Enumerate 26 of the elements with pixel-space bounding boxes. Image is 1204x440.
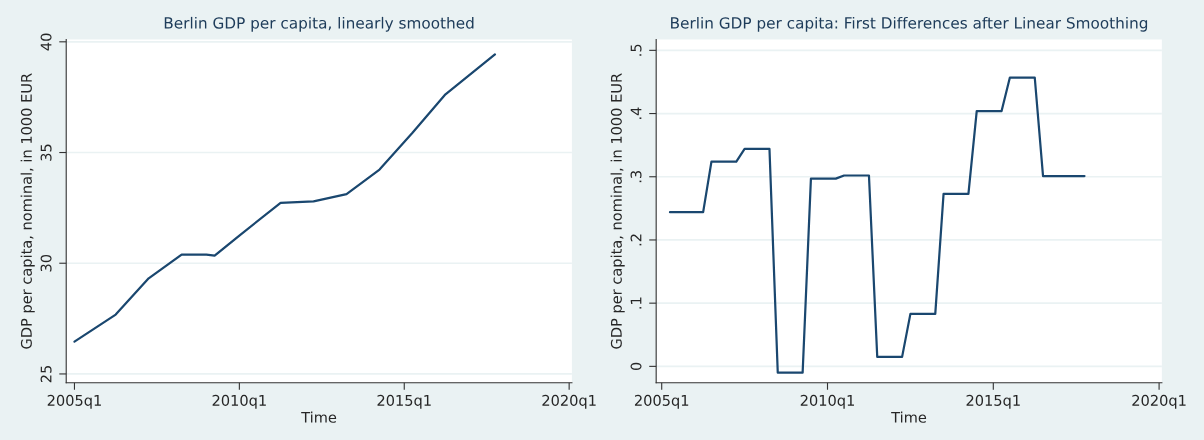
x-tick-label: 2005q1 (47, 394, 101, 409)
chart-title: Berlin GDP per capita, linearly smoothed (164, 16, 474, 32)
y-tick-label: .4 (630, 107, 642, 119)
x-tick-label: 2015q1 (377, 394, 431, 409)
y-tick-label: .5 (630, 44, 642, 56)
x-tick-label: 2015q1 (966, 394, 1020, 409)
x-tick-label: 2010q1 (800, 394, 854, 409)
x-tick-label: 2020q1 (1132, 394, 1186, 409)
y-tick-label: 0 (630, 362, 642, 371)
y-tick-label: 35 (40, 144, 52, 161)
x-tick-label: 2010q1 (212, 394, 266, 409)
y-axis-title: GDP per capita, nominal, in 1000 EUR (610, 73, 625, 349)
line-series (668, 76, 1086, 374)
x-axis-title: Time (301, 411, 337, 423)
x-tick-label: 2005q1 (634, 394, 689, 409)
y-tick-label: .2 (630, 234, 642, 246)
x-tick-label: 2020q1 (542, 394, 596, 409)
y-tick-label: .1 (630, 297, 642, 309)
y-tick-label: 25 (40, 365, 52, 383)
y-tick-label: 40 (40, 33, 52, 51)
chart-title: Berlin GDP per capita: First Differences after Linear Smoothing (671, 16, 1148, 32)
x-axis-title: Time (891, 411, 927, 423)
y-tick-label: .3 (630, 170, 642, 183)
y-axis-title: GDP per capita, nominal, in 1000 EUR (20, 73, 35, 349)
y-tick-label: 30 (40, 254, 52, 272)
line-series (73, 53, 497, 343)
